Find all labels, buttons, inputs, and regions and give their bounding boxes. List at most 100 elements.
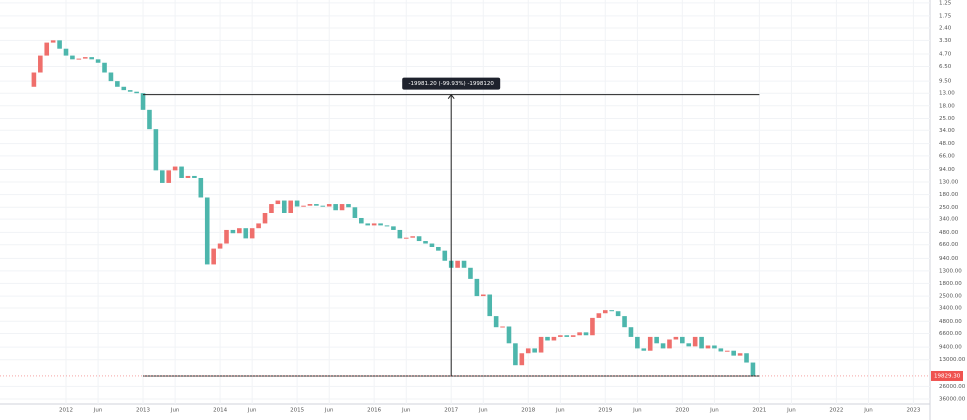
y-tick-label: 13.00 — [939, 91, 955, 97]
candle-body — [185, 175, 191, 178]
candle-body — [538, 336, 544, 353]
candle-body — [397, 229, 403, 239]
candle-body — [301, 205, 306, 207]
candle-body — [724, 350, 730, 352]
x-tick-label: Jun — [93, 408, 103, 414]
x-tick-label: 2022 — [829, 408, 843, 414]
candle-body — [647, 336, 653, 351]
candle-body — [333, 204, 338, 211]
candle-body — [737, 353, 743, 356]
candle-body — [294, 200, 300, 207]
candle-body — [262, 212, 268, 224]
candle-body — [359, 217, 364, 224]
candle-body — [416, 236, 422, 242]
candle-body — [82, 57, 88, 59]
candle-body — [641, 348, 647, 351]
candle-body — [731, 350, 736, 356]
candle-body — [102, 62, 107, 73]
measure-label: -19981.20 (-99.93%) -1998120 — [408, 81, 494, 87]
y-tick-label: 1.75 — [939, 13, 952, 19]
y-tick-label: 26000.00 — [939, 384, 966, 390]
candle-body — [371, 223, 377, 226]
candle-body — [628, 327, 634, 337]
candle-body — [339, 204, 345, 211]
candle-body — [654, 336, 659, 344]
candle-body — [281, 200, 287, 213]
x-tick-label: Jun — [247, 408, 257, 414]
candle-body — [320, 205, 326, 207]
candle-body — [519, 353, 525, 366]
candle-body — [224, 229, 229, 244]
x-tick-label: 2013 — [136, 408, 150, 414]
candle-body — [89, 57, 94, 60]
x-tick-label: 2016 — [367, 408, 381, 414]
x-tick-label: 2017 — [444, 408, 458, 414]
candle-body — [95, 59, 101, 63]
y-tick-label: 940.00 — [939, 256, 959, 262]
candle-body — [63, 48, 69, 56]
x-tick-label: Jun — [401, 408, 411, 414]
x-tick-label: 2020 — [675, 408, 689, 414]
candle-body — [712, 345, 717, 349]
y-tick-label: 18.00 — [939, 103, 955, 109]
candle-body — [423, 241, 428, 244]
candle-body — [204, 197, 210, 265]
candle-body — [622, 316, 627, 328]
candle-body — [513, 343, 518, 366]
candle-body — [487, 294, 493, 317]
candle-body — [744, 353, 749, 363]
y-tick-label: 6600.00 — [939, 331, 962, 337]
candle-body — [564, 335, 570, 337]
y-tick-label: 1300.00 — [939, 268, 962, 274]
candle-body — [140, 93, 146, 110]
y-tick-label: 2.40 — [939, 26, 952, 32]
candle-body — [705, 345, 711, 349]
candle-body — [243, 228, 249, 239]
candle-body — [660, 343, 666, 349]
y-tick-label: 1800.00 — [939, 281, 962, 287]
candle-body — [288, 200, 293, 213]
y-tick-label: 1.25 — [939, 0, 952, 6]
y-tick-label: 250.00 — [939, 205, 959, 211]
candle-body — [198, 177, 204, 198]
candle-body — [750, 362, 756, 376]
candle-body — [718, 348, 724, 352]
candle-body — [127, 90, 133, 92]
y-tick-label: 9.50 — [939, 79, 952, 85]
candle-body — [680, 336, 685, 344]
candle-body — [147, 109, 152, 130]
candle-body — [583, 332, 589, 336]
candle-body — [525, 348, 531, 354]
candle-body — [635, 336, 640, 349]
x-tick-label: Jun — [709, 408, 719, 414]
x-tick-label: 2021 — [752, 408, 766, 414]
candle-body — [57, 40, 62, 49]
candle-body — [179, 166, 184, 178]
candle-body — [378, 223, 383, 226]
x-tick-label: 2019 — [598, 408, 612, 414]
candle-body — [384, 225, 390, 227]
candle-body — [551, 336, 557, 341]
y-tick-label: 6.50 — [939, 64, 952, 70]
candle-body — [609, 310, 614, 312]
candle-body — [391, 226, 396, 230]
y-tick-label: 34.00 — [939, 128, 955, 134]
candle-body — [532, 348, 537, 353]
y-tick-label: 94.00 — [939, 167, 955, 173]
y-tick-label: 660.00 — [939, 242, 959, 248]
candle-body — [192, 175, 197, 178]
candle-body — [217, 243, 223, 249]
candle-body — [410, 236, 415, 238]
y-tick-label: 480.00 — [939, 230, 959, 236]
y-tick-label: 3.30 — [939, 38, 952, 44]
candle-body — [153, 129, 159, 171]
candle-body — [76, 58, 82, 60]
x-tick-label: Jun — [632, 408, 642, 414]
x-tick-label: Jun — [478, 408, 488, 414]
candle-body — [493, 316, 499, 328]
x-tick-label: 2018 — [521, 408, 535, 414]
candle-body — [558, 335, 563, 337]
candle-body — [673, 336, 679, 340]
candle-body — [481, 294, 486, 297]
